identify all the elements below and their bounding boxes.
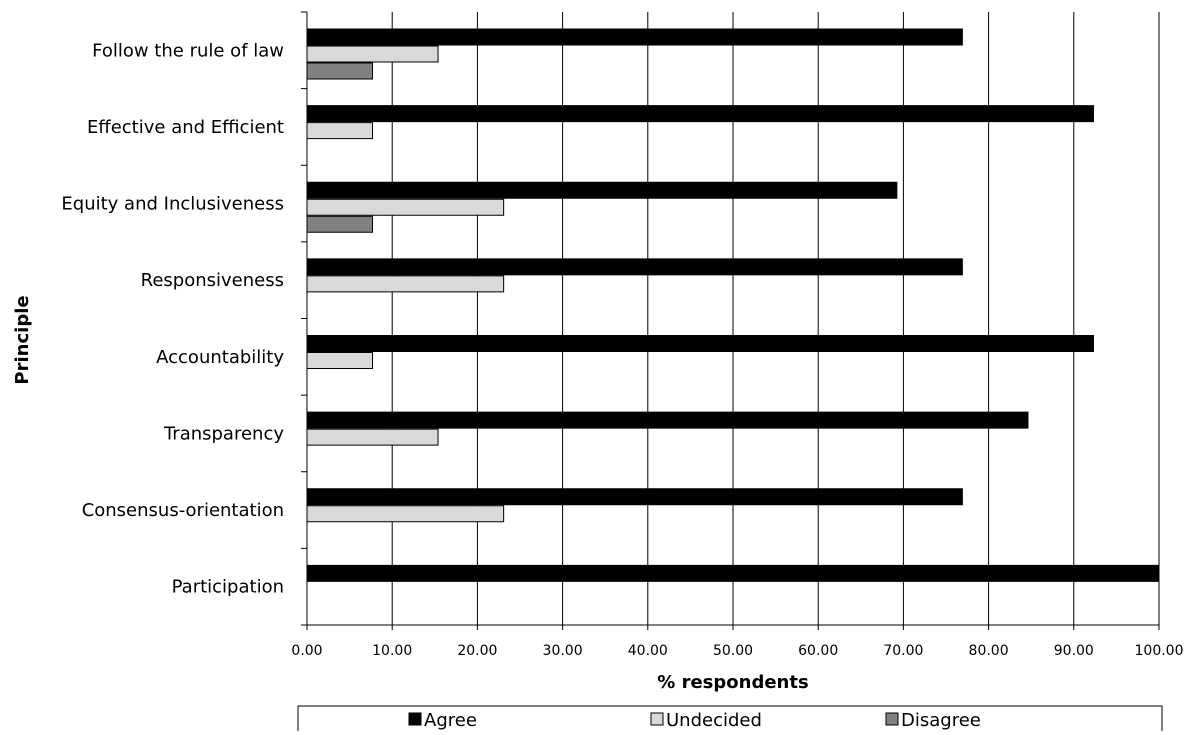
legend: Agree Undecided Disagree xyxy=(297,705,1163,735)
x-tick-label: 90.00 xyxy=(1054,643,1094,659)
bar-agree xyxy=(306,28,963,46)
legend-swatch-agree xyxy=(408,712,422,726)
bar-undecided xyxy=(306,428,439,446)
x-tick-label: 30.00 xyxy=(543,643,583,659)
legend-box xyxy=(297,705,1163,735)
legend-swatch-undecided xyxy=(650,712,664,726)
category-label: Consensus-orientation xyxy=(82,500,284,521)
legend-swatch-disagree xyxy=(885,712,899,726)
category-label: Effective and Efficient xyxy=(87,117,284,138)
x-tick-label: 50.00 xyxy=(713,643,753,659)
legend-items: Agree Undecided Disagree xyxy=(408,710,981,731)
x-tick-label: 80.00 xyxy=(969,643,1009,659)
legend-label-undecided: Undecided xyxy=(666,710,762,731)
x-tick-label: 20.00 xyxy=(457,643,497,659)
bar-agree xyxy=(306,258,963,276)
category-label: Equity and Inclusiveness xyxy=(61,194,284,215)
bar-agree xyxy=(306,335,1094,352)
bar-undecided xyxy=(306,352,374,369)
category-label: Accountability xyxy=(156,347,284,368)
bar-agree xyxy=(306,411,1029,429)
bar-agree xyxy=(306,181,898,199)
legend-label-agree: Agree xyxy=(424,710,477,731)
bar-undecided xyxy=(306,45,439,63)
legend-label-disagree: Disagree xyxy=(901,710,981,731)
category-label: Transparency xyxy=(163,423,284,444)
x-tick-label: 60.00 xyxy=(798,643,838,659)
category-label: Responsiveness xyxy=(141,270,284,291)
bar-agree xyxy=(306,564,1160,582)
bar-agree xyxy=(306,488,963,506)
grid-layer xyxy=(391,12,1160,625)
bar-disagree xyxy=(306,62,374,80)
bar-undecided xyxy=(306,505,505,523)
bar-undecided xyxy=(306,122,374,140)
x-tick-label: 100.00 xyxy=(1135,643,1184,659)
axis-layer xyxy=(301,11,1160,630)
x-tick-label: 40.00 xyxy=(628,643,668,659)
x-axis-title: % respondents xyxy=(657,672,808,693)
category-label: Participation xyxy=(172,577,284,598)
bar-undecided xyxy=(306,198,505,216)
bar-undecided xyxy=(306,275,505,293)
y-axis-title: Principle xyxy=(12,295,33,384)
label-layer: 0.00 10.00 20.00 30.00 40.00 50.00 60.00 70.00 8… xyxy=(61,40,1183,659)
x-tick-label: 10.00 xyxy=(372,643,412,659)
category-label: Follow the rule of law xyxy=(92,40,284,61)
bar-layer xyxy=(306,28,1160,582)
x-tick-label: 0.00 xyxy=(291,643,322,659)
bar-agree xyxy=(306,105,1094,123)
bar-disagree xyxy=(306,215,374,233)
x-tick-label: 70.00 xyxy=(883,643,923,659)
